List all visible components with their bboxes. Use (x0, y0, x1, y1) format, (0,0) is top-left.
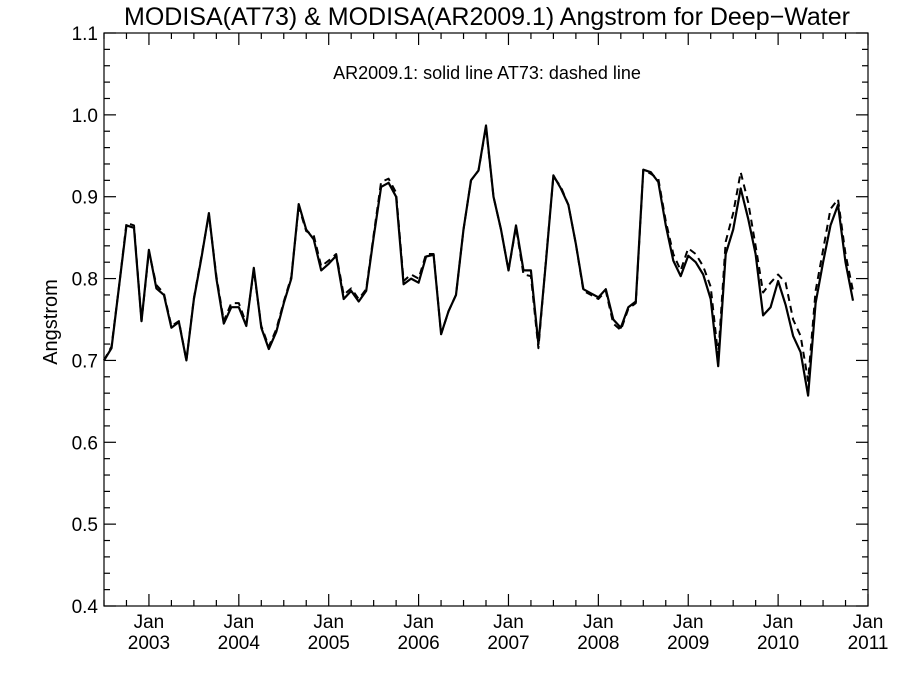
x-tick-month: Jan (853, 612, 884, 633)
series-layer (103, 124, 855, 397)
x-tick-year: 2005 (308, 633, 350, 654)
x-tick-month: Jan (673, 612, 704, 633)
x-axis: Jan2003Jan2004Jan2005Jan2006Jan2007Jan20… (103, 33, 889, 654)
plot-frame (103, 32, 869, 607)
chart-title: MODISA(AT73) & MODISA(AR2009.1) Angstrom… (124, 3, 850, 31)
x-tick-month: Jan (134, 612, 165, 633)
y-tick-label: 0.7 (72, 351, 98, 372)
x-tick-month: Jan (224, 612, 255, 633)
x-tick-year: 2006 (397, 633, 439, 654)
y-tick-label: 1.1 (72, 24, 98, 45)
x-tick-month: Jan (403, 612, 434, 633)
x-tick-year: 2009 (667, 633, 709, 654)
y-tick-label: 0.8 (72, 270, 98, 291)
x-tick-month: Jan (313, 612, 344, 633)
x-tick-year: 2010 (757, 633, 799, 654)
x-tick-month: Jan (493, 612, 524, 633)
y-axis: 0.4 0.5 0.6 0.7 0.8 0.9 1.0 1.1 (72, 24, 868, 618)
x-tick-year: 2007 (487, 633, 529, 654)
x-tick-year: 2003 (128, 633, 170, 654)
y-tick-label: 0.6 (72, 433, 98, 454)
legend-annotation: AR2009.1: solid line AT73: dashed line (333, 63, 641, 83)
series-line-at73 (103, 126, 854, 382)
y-tick-label: 0.4 (72, 597, 99, 618)
series-line-ar2009-1 (103, 124, 855, 397)
x-tick-year: 2004 (218, 633, 261, 654)
y-tick-label: 0.5 (72, 515, 98, 536)
y-tick-label: 0.9 (72, 188, 98, 209)
x-tick-month: Jan (763, 612, 794, 633)
x-tick-year: 2008 (577, 633, 619, 654)
y-tick-label: 1.0 (72, 106, 98, 127)
x-tick-month: Jan (583, 612, 614, 633)
x-tick-year: 2011 (848, 633, 889, 654)
y-axis-label: Angstrom (40, 279, 62, 365)
